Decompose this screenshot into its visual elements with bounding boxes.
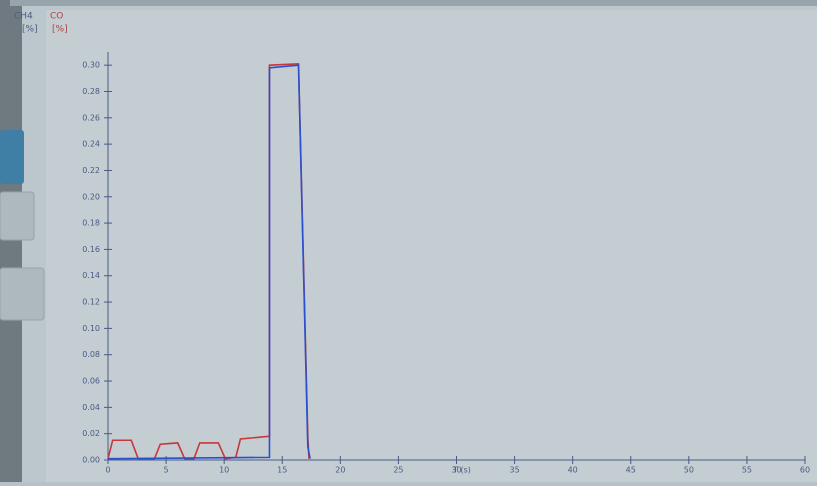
toolbar-button[interactable] xyxy=(0,192,34,240)
x-tick-label: 5 xyxy=(164,466,169,475)
y-tick-label: 0.24 xyxy=(82,140,100,149)
x-tick-label: 15 xyxy=(277,466,287,475)
x-tick-label: 35 xyxy=(509,466,519,475)
y-tick-label: 0.28 xyxy=(82,87,100,96)
series-label: CH4 xyxy=(14,12,33,22)
y-tick-label: 0.16 xyxy=(82,245,100,254)
x-tick-label: 20 xyxy=(335,466,345,475)
chart: CH4 CO [%] [%] T (s) 0.000.020.040.060.0… xyxy=(0,0,817,482)
y-unit: [%] xyxy=(22,25,38,35)
x-tick-label: 55 xyxy=(742,466,752,475)
y-tick-label: 0.00 xyxy=(82,456,100,465)
x-tick-label: 25 xyxy=(393,466,403,475)
toolbar-button[interactable] xyxy=(0,130,24,184)
x-tick-label: 45 xyxy=(626,466,636,475)
y-tick-label: 0.18 xyxy=(82,219,100,228)
y-tick-label: 0.06 xyxy=(82,377,100,386)
y-tick-label: 0.10 xyxy=(82,324,100,333)
plot-panel xyxy=(46,10,817,482)
screen: CH4 CO [%] [%] T (s) 0.000.020.040.060.0… xyxy=(0,0,817,482)
y-unit: [%] xyxy=(52,25,68,35)
series-label: CO xyxy=(50,12,63,22)
x-tick-label: 10 xyxy=(219,466,229,475)
y-tick-label: 0.22 xyxy=(82,166,100,175)
y-tick-label: 0.02 xyxy=(82,429,100,438)
x-tick-label: 30 xyxy=(451,466,461,475)
y-tick-label: 0.20 xyxy=(82,192,100,201)
y-tick-label: 0.30 xyxy=(82,61,100,70)
x-tick-label: 60 xyxy=(800,466,810,475)
y-tick-label: 0.08 xyxy=(82,350,100,359)
y-tick-label: 0.26 xyxy=(82,113,100,122)
y-tick-label: 0.04 xyxy=(82,403,100,412)
y-tick-label: 0.12 xyxy=(82,298,100,307)
window-top-edge xyxy=(10,0,817,6)
y-tick-label: 0.14 xyxy=(82,271,100,280)
x-tick-label: 0 xyxy=(105,466,110,475)
x-tick-label: 40 xyxy=(568,466,578,475)
screen-bezel xyxy=(0,0,22,482)
x-tick-label: 50 xyxy=(684,466,694,475)
toolbar-button[interactable] xyxy=(0,268,44,320)
